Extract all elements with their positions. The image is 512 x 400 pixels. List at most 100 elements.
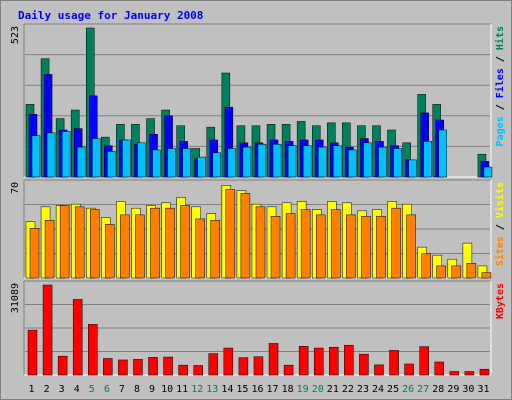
- bar-sites-day-30: [466, 262, 477, 279]
- bar-kbytes-day-13: [208, 353, 219, 376]
- kbytes_panel-ymax-label: 31089: [10, 283, 21, 313]
- bar-pages-day-19: [302, 145, 312, 178]
- x-tick-label-day-9: 9: [149, 384, 155, 395]
- legend-visits: Visits: [494, 182, 506, 218]
- bar-kbytes-day-30: [464, 371, 475, 376]
- bar-kbytes-day-29: [449, 371, 460, 376]
- x-tick-label-day-15: 15: [236, 384, 248, 395]
- bar-kbytes-day-16: [253, 356, 264, 376]
- legend-separator: /: [495, 50, 506, 68]
- bar-sites-day-23: [361, 215, 371, 279]
- bar-pages-day-28: [438, 129, 447, 178]
- bar-pages-day-9: [152, 149, 161, 178]
- bar-kbytes-day-10: [163, 356, 173, 376]
- x-tick-label-day-18: 18: [282, 384, 294, 395]
- x-tick-label-day-2: 2: [44, 384, 50, 395]
- bar-pages-day-10: [167, 148, 176, 178]
- legend-files: Files: [494, 68, 506, 98]
- bar-pages-day-26: [408, 159, 417, 178]
- bar-kbytes-day-20: [313, 347, 324, 376]
- bar-kbytes-day-6: [103, 358, 113, 376]
- bar-sites-day-11: [180, 205, 190, 279]
- visits_panel-ymax-label: 70: [10, 182, 21, 194]
- bar-sites-day-13: [210, 220, 221, 279]
- x-tick-label-day-20: 20: [312, 384, 324, 395]
- bar-sites-day-22: [346, 214, 356, 279]
- x-tick-label-day-30: 30: [462, 384, 474, 395]
- bar-pages-day-24: [378, 146, 387, 178]
- bar-sites-day-21: [331, 209, 341, 279]
- bar-sites-day-24: [376, 215, 386, 279]
- kbytes_panel-legend: KBytes: [495, 283, 506, 319]
- visits_panel-legend: Sites / Visits: [494, 182, 506, 266]
- x-tick-label-day-26: 26: [402, 384, 414, 395]
- x-tick-label-day-10: 10: [161, 384, 173, 395]
- bar-pages-day-4: [76, 146, 86, 178]
- x-tick-label-day-27: 27: [417, 384, 429, 395]
- x-tick-label-day-8: 8: [134, 384, 140, 395]
- x-tick-label-day-19: 19: [297, 384, 309, 395]
- bar-pages-day-23: [363, 142, 372, 178]
- bar-sites-day-17: [270, 215, 281, 279]
- bar-kbytes-day-23: [359, 353, 369, 376]
- bar-pages-day-5: [92, 138, 101, 178]
- x-tick-label-day-11: 11: [176, 384, 188, 395]
- bar-pages-day-3: [61, 131, 71, 178]
- bar-kbytes-day-22: [344, 344, 354, 376]
- bar-kbytes-day-31: [479, 368, 490, 376]
- x-tick-label-day-4: 4: [74, 384, 80, 395]
- bar-pages-day-20: [317, 146, 327, 178]
- x-tick-label-day-31: 31: [477, 384, 489, 395]
- bar-sites-day-26: [406, 214, 416, 279]
- bar-sites-day-29: [451, 265, 462, 279]
- bar-kbytes-day-18: [283, 364, 294, 376]
- legend-pages: Pages: [495, 116, 506, 146]
- bar-sites-day-16: [255, 206, 266, 279]
- bar-pages-day-7: [122, 139, 131, 178]
- bar-pages-day-14: [227, 148, 237, 178]
- bar-pages-day-17: [272, 143, 282, 178]
- bar-sites-day-2: [44, 220, 55, 279]
- bar-pages-day-25: [393, 148, 402, 178]
- x-tick-label-day-16: 16: [251, 384, 263, 395]
- bar-pages-day-16: [257, 143, 267, 178]
- chart-title: Daily usage for January 2008: [18, 9, 203, 22]
- x-tick-label-day-5: 5: [89, 384, 95, 395]
- bar-kbytes-day-24: [374, 364, 384, 376]
- bar-pages-day-18: [287, 145, 297, 178]
- bar-pages-day-12: [197, 156, 206, 178]
- bar-kbytes-day-5: [88, 324, 98, 376]
- bar-kbytes-day-12: [193, 365, 203, 376]
- bar-sites-day-3: [59, 205, 70, 279]
- x-tick-label-day-14: 14: [221, 384, 233, 395]
- bar-kbytes-day-25: [389, 350, 399, 376]
- bar-kbytes-day-19: [298, 346, 309, 376]
- bar-sites-day-14: [225, 189, 236, 279]
- bar-pages-day-22: [348, 149, 357, 178]
- bar-pages-day-6: [107, 151, 116, 178]
- bar-kbytes-day-27: [419, 346, 429, 376]
- bar-sites-day-19: [300, 209, 311, 279]
- x-tick-label-day-28: 28: [432, 384, 444, 395]
- bar-kbytes-day-28: [434, 361, 444, 376]
- bar-kbytes-day-8: [133, 359, 143, 376]
- bar-kbytes-day-4: [72, 299, 83, 376]
- bar-pages-day-1: [31, 135, 41, 178]
- bar-pages-day-21: [333, 145, 342, 178]
- x-tick-label-day-12: 12: [191, 384, 203, 395]
- legend-sites: Sites: [494, 236, 506, 266]
- bar-sites-day-27: [421, 253, 431, 279]
- bar-sites-day-1: [29, 228, 40, 279]
- bar-kbytes-day-14: [223, 347, 234, 376]
- bar-pages-day-8: [137, 142, 146, 178]
- x-tick-label-day-25: 25: [387, 384, 399, 395]
- x-tick-label-day-1: 1: [29, 384, 35, 395]
- bar-sites-day-6: [105, 224, 115, 279]
- x-tick-label-day-22: 22: [342, 384, 354, 395]
- bar-kbytes-day-11: [178, 364, 188, 376]
- bar-kbytes-day-9: [148, 357, 158, 376]
- x-tick-label-day-21: 21: [327, 384, 339, 395]
- bar-pages-day-2: [46, 132, 56, 178]
